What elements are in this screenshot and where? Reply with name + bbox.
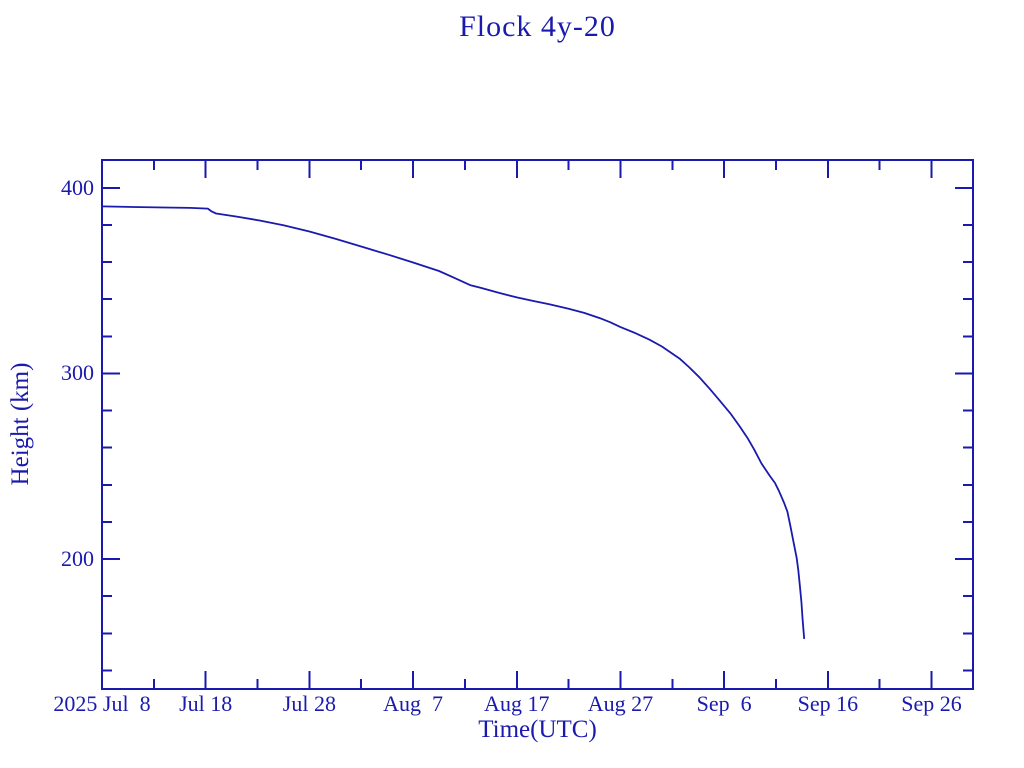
y-tick-label: 200 — [61, 546, 94, 572]
chart-title: Flock 4y-20 — [459, 10, 616, 43]
x-tick-label: Aug 17 — [484, 691, 550, 716]
y-tick-label: 400 — [61, 174, 94, 200]
tick-marks — [101, 160, 973, 689]
x-tick-label: Aug 7 — [383, 691, 444, 716]
x-axis-title: Time(UTC) — [478, 716, 597, 743]
x-tick-label: Sep 16 — [797, 691, 859, 716]
x-tick-label: Sep 26 — [901, 691, 962, 716]
decay-curve — [101, 205, 806, 639]
x-tick-label: 2025 Jul 8 — [53, 691, 151, 716]
x-tick-label: Aug 27 — [587, 691, 654, 716]
y-tick-label: 300 — [61, 360, 94, 386]
plot-frame — [101, 159, 974, 690]
x-tick-label: Jul 28 — [282, 691, 336, 716]
x-tick-label: Sep 6 — [696, 691, 752, 716]
x-tick-label: Jul 18 — [179, 691, 233, 716]
